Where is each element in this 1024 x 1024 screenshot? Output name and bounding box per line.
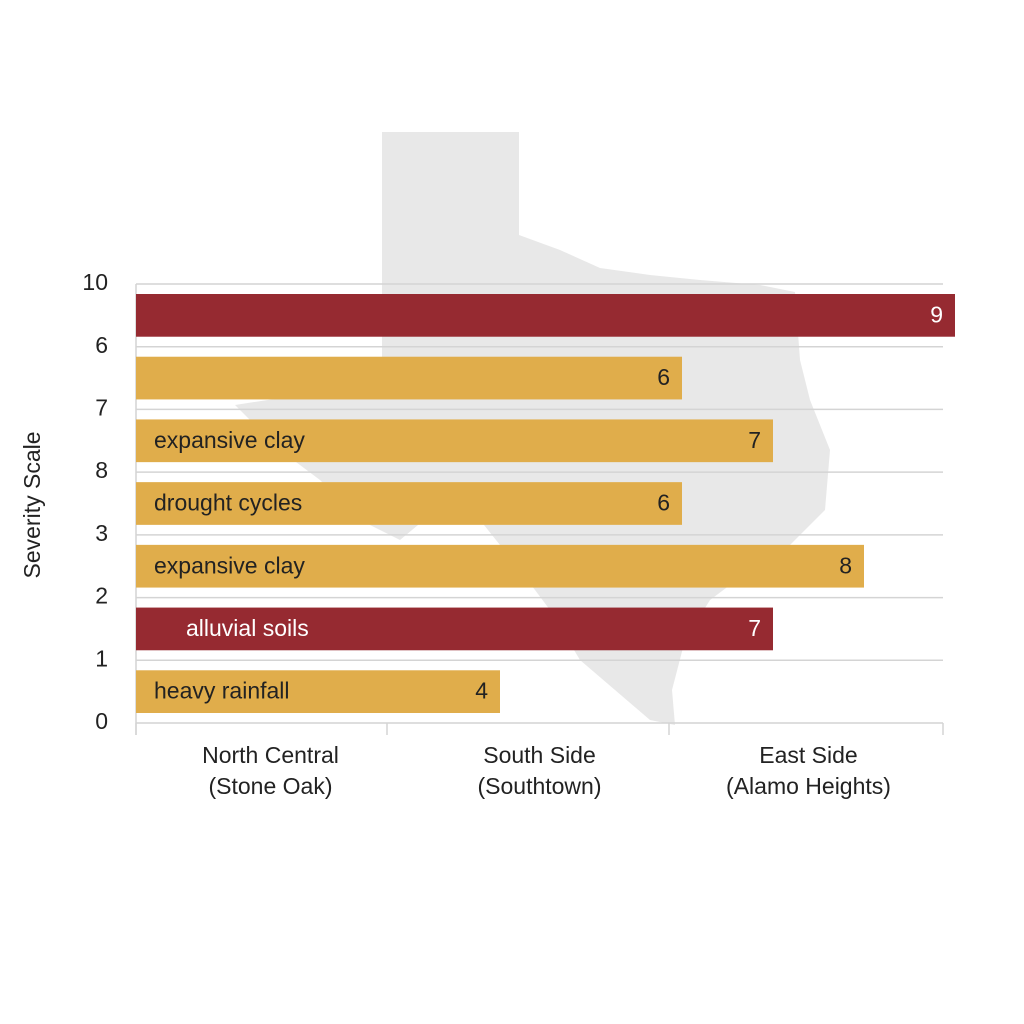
- y-tick-label: 3: [95, 520, 108, 546]
- bar-value-label: 7: [748, 427, 761, 453]
- bar-annotation: expansive clay: [154, 552, 305, 578]
- bar-value-label: 9: [930, 301, 943, 327]
- bar: [136, 670, 500, 713]
- bar-value-label: 7: [748, 615, 761, 641]
- bar: [136, 544, 864, 588]
- bar-value-label: 8: [839, 552, 852, 578]
- y-tick-label: 2: [95, 583, 108, 609]
- y-tick-label: 7: [95, 395, 108, 421]
- y-tick-label: 0: [95, 708, 108, 734]
- y-tick-label: 6: [95, 332, 108, 358]
- bar: [136, 419, 773, 463]
- x-tick-label: South Side: [483, 742, 596, 768]
- x-tick-label: (Stone Oak): [209, 773, 333, 799]
- bar-annotation: alluvial soils: [186, 615, 309, 641]
- y-axis-label: Severity Scale: [19, 431, 45, 578]
- bar-annotation: drought cycles: [154, 490, 302, 516]
- bar: [136, 482, 682, 525]
- bar-annotation: heavy rainfall: [154, 678, 290, 704]
- x-tick-label: North Central: [202, 742, 339, 768]
- bar-value-label: 4: [475, 678, 488, 704]
- bar-value-label: 6: [657, 364, 670, 390]
- bar: [136, 356, 682, 400]
- bar: [136, 294, 955, 337]
- y-tick-label: 8: [95, 457, 108, 483]
- x-tick-label: East Side: [759, 742, 857, 768]
- y-tick-label: 1: [95, 645, 108, 671]
- x-tick-label: (Alamo Heights): [726, 773, 891, 799]
- bar-annotation: expansive clay: [154, 427, 305, 453]
- bar-value-label: 6: [657, 490, 670, 516]
- y-tick-label: 10: [82, 269, 108, 295]
- x-tick-label: (Southtown): [477, 773, 601, 799]
- bar: [136, 607, 773, 651]
